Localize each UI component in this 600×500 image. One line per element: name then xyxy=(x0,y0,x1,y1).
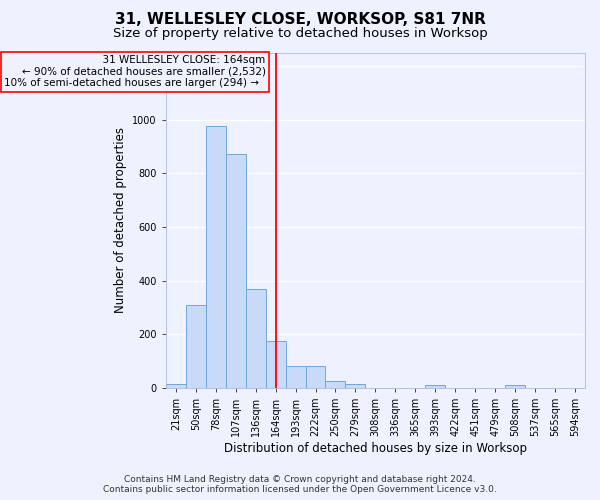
Bar xyxy=(226,154,245,388)
Text: Size of property relative to detached houses in Worksop: Size of property relative to detached ho… xyxy=(113,28,487,40)
Bar xyxy=(166,384,186,388)
Bar xyxy=(186,304,206,388)
Text: 31, WELLESLEY CLOSE, WORKSOP, S81 7NR: 31, WELLESLEY CLOSE, WORKSOP, S81 7NR xyxy=(115,12,485,28)
Bar xyxy=(346,384,365,388)
Bar xyxy=(206,126,226,388)
Bar xyxy=(305,366,325,388)
Text: Contains HM Land Registry data © Crown copyright and database right 2024.
Contai: Contains HM Land Registry data © Crown c… xyxy=(103,474,497,494)
Bar xyxy=(245,288,266,388)
Bar xyxy=(325,381,346,388)
Bar xyxy=(286,366,305,388)
Bar xyxy=(266,341,286,388)
Bar xyxy=(505,384,525,388)
Y-axis label: Number of detached properties: Number of detached properties xyxy=(113,127,127,313)
Bar xyxy=(425,384,445,388)
X-axis label: Distribution of detached houses by size in Worksop: Distribution of detached houses by size … xyxy=(224,442,527,455)
Text: 31 WELLESLEY CLOSE: 164sqm
← 90% of detached houses are smaller (2,532)
10% of s: 31 WELLESLEY CLOSE: 164sqm ← 90% of deta… xyxy=(4,55,266,88)
